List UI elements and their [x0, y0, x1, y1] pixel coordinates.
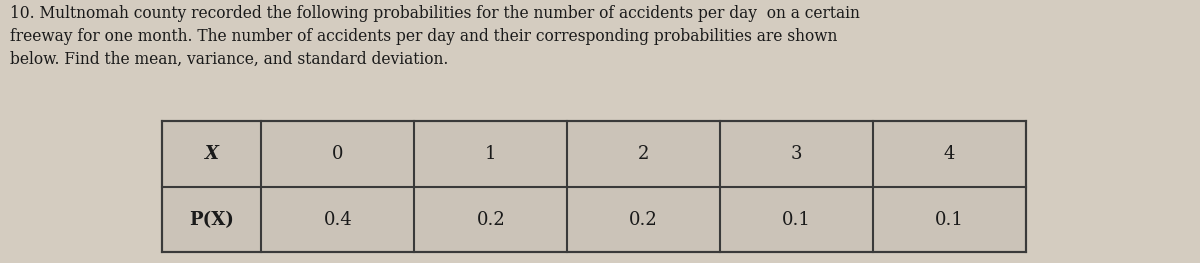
Text: P(X): P(X): [190, 211, 234, 229]
Text: X: X: [205, 145, 218, 163]
Text: 0.1: 0.1: [935, 211, 964, 229]
Text: 1: 1: [485, 145, 497, 163]
Text: 0.2: 0.2: [476, 211, 505, 229]
FancyBboxPatch shape: [162, 121, 1026, 252]
Text: 2: 2: [638, 145, 649, 163]
Text: 0.4: 0.4: [324, 211, 352, 229]
Text: 4: 4: [944, 145, 955, 163]
Text: 0.2: 0.2: [629, 211, 658, 229]
Text: 0: 0: [332, 145, 343, 163]
Text: 10. Multnomah county recorded the following probabilities for the number of acci: 10. Multnomah county recorded the follow…: [10, 5, 859, 68]
Text: 0.1: 0.1: [782, 211, 811, 229]
Text: 3: 3: [791, 145, 803, 163]
